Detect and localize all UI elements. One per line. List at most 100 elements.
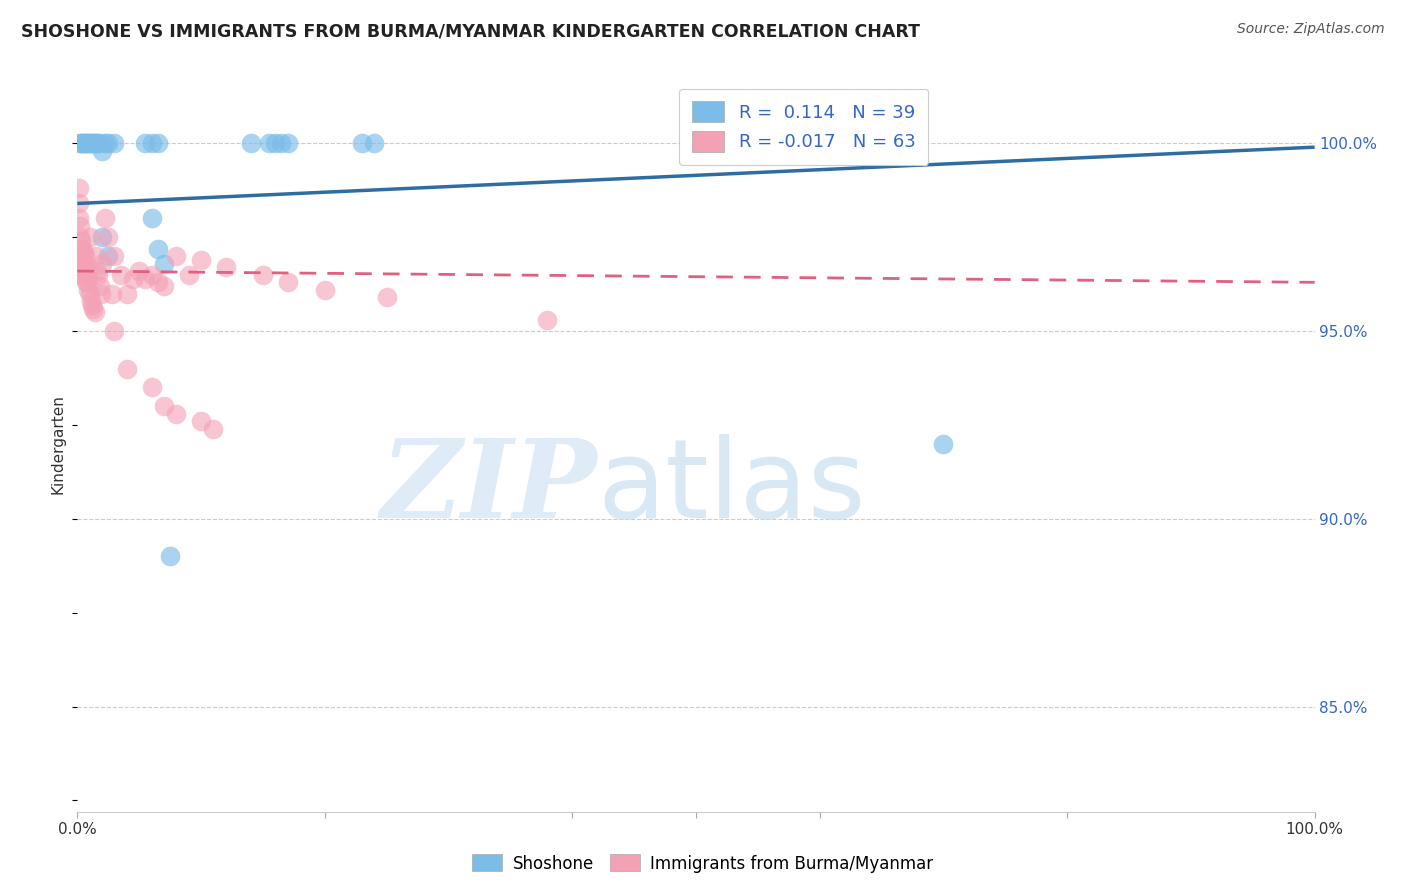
Text: Source: ZipAtlas.com: Source: ZipAtlas.com bbox=[1237, 22, 1385, 37]
Point bbox=[82, 301, 104, 316]
Point bbox=[141, 268, 163, 282]
Point bbox=[141, 136, 163, 151]
Point bbox=[350, 136, 373, 151]
Point bbox=[82, 298, 104, 312]
Point bbox=[252, 268, 274, 282]
Point bbox=[190, 252, 212, 267]
Point bbox=[91, 230, 114, 244]
Point bbox=[177, 268, 200, 282]
Point bbox=[76, 264, 98, 278]
Point bbox=[153, 399, 176, 413]
Point bbox=[103, 249, 125, 263]
Point bbox=[70, 136, 93, 151]
Point bbox=[146, 242, 169, 256]
Point bbox=[146, 136, 169, 151]
Point bbox=[67, 181, 90, 195]
Point bbox=[257, 136, 280, 151]
Point bbox=[536, 313, 558, 327]
Point bbox=[69, 136, 91, 151]
Point bbox=[363, 136, 385, 151]
Point bbox=[86, 136, 108, 151]
Point bbox=[277, 136, 299, 151]
Point bbox=[153, 279, 176, 293]
Point bbox=[72, 268, 94, 282]
Point bbox=[932, 436, 955, 450]
Point bbox=[264, 136, 287, 151]
Point bbox=[83, 305, 105, 319]
Point bbox=[134, 271, 156, 285]
Point bbox=[67, 196, 90, 211]
Point bbox=[72, 256, 94, 270]
Point bbox=[69, 230, 91, 244]
Point bbox=[103, 324, 125, 338]
Point bbox=[89, 279, 111, 293]
Point bbox=[84, 136, 107, 151]
Text: SHOSHONE VS IMMIGRANTS FROM BURMA/MYANMAR KINDERGARTEN CORRELATION CHART: SHOSHONE VS IMMIGRANTS FROM BURMA/MYANMA… bbox=[21, 22, 920, 40]
Point bbox=[82, 136, 104, 151]
Point bbox=[84, 249, 107, 263]
Point bbox=[128, 264, 150, 278]
Point bbox=[69, 242, 91, 256]
Point bbox=[97, 136, 120, 151]
Point bbox=[115, 361, 138, 376]
Point bbox=[69, 219, 91, 233]
Point bbox=[83, 136, 105, 151]
Point bbox=[97, 230, 120, 244]
Point bbox=[72, 136, 94, 151]
Point bbox=[72, 136, 94, 151]
Point bbox=[239, 136, 262, 151]
Point bbox=[165, 249, 187, 263]
Point bbox=[141, 211, 163, 226]
Point bbox=[73, 136, 96, 151]
Text: atlas: atlas bbox=[598, 434, 866, 541]
Point bbox=[215, 260, 238, 275]
Text: ZIP: ZIP bbox=[381, 434, 598, 541]
Point bbox=[93, 136, 115, 151]
Point bbox=[783, 136, 806, 151]
Point bbox=[80, 136, 103, 151]
Point bbox=[73, 264, 96, 278]
Point bbox=[77, 268, 100, 282]
Point bbox=[141, 380, 163, 394]
Point bbox=[89, 136, 111, 151]
Point bbox=[270, 136, 292, 151]
Point bbox=[87, 268, 110, 282]
Point bbox=[91, 144, 114, 158]
Point bbox=[75, 136, 97, 151]
Point bbox=[153, 256, 176, 270]
Point bbox=[97, 249, 120, 263]
Point bbox=[77, 283, 100, 297]
Point bbox=[75, 268, 97, 282]
Point bbox=[277, 276, 299, 290]
Point bbox=[70, 249, 93, 263]
Point bbox=[80, 294, 103, 309]
Point bbox=[79, 136, 101, 151]
Point bbox=[190, 414, 212, 428]
Point bbox=[159, 549, 181, 564]
Point bbox=[93, 211, 115, 226]
Point bbox=[314, 283, 336, 297]
Point bbox=[75, 276, 97, 290]
Point bbox=[70, 234, 93, 248]
Point bbox=[110, 268, 132, 282]
Point bbox=[122, 271, 145, 285]
Point bbox=[79, 286, 101, 301]
Point bbox=[79, 230, 101, 244]
Point bbox=[834, 136, 856, 151]
Point bbox=[72, 245, 94, 260]
Point bbox=[72, 260, 94, 275]
Point bbox=[115, 286, 138, 301]
Point bbox=[77, 136, 100, 151]
Point bbox=[76, 276, 98, 290]
Point bbox=[90, 286, 112, 301]
Legend: Shoshone, Immigrants from Burma/Myanmar: Shoshone, Immigrants from Burma/Myanmar bbox=[465, 847, 941, 880]
Point bbox=[375, 290, 398, 304]
Point bbox=[202, 422, 225, 436]
Point bbox=[103, 136, 125, 151]
Point bbox=[165, 407, 187, 421]
Point bbox=[72, 242, 94, 256]
Point bbox=[76, 136, 98, 151]
Point bbox=[67, 211, 90, 226]
Legend: R =  0.114   N = 39, R = -0.017   N = 63: R = 0.114 N = 39, R = -0.017 N = 63 bbox=[679, 88, 928, 164]
Point bbox=[73, 249, 96, 263]
